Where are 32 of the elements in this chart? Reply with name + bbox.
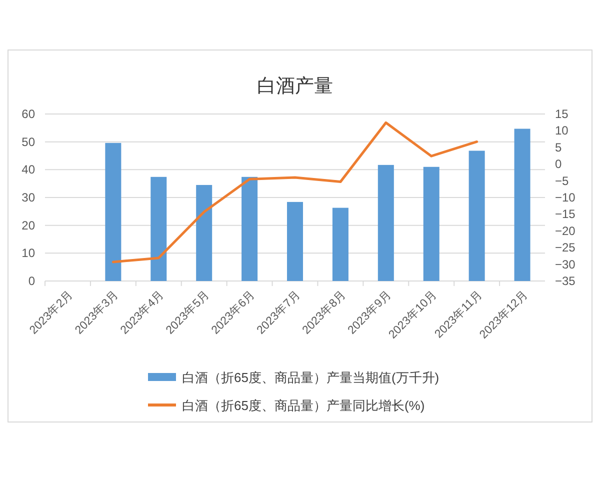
bar xyxy=(514,128,530,281)
bar xyxy=(242,176,258,281)
y2-tick-label: −25 xyxy=(555,240,576,255)
bar xyxy=(423,166,440,281)
bar xyxy=(150,176,167,281)
y-tick-label: 20 xyxy=(22,218,36,232)
y-tick-label: 10 xyxy=(22,246,36,260)
bar xyxy=(378,164,394,281)
y-tick-label: 40 xyxy=(22,162,36,177)
y2-tick-label: 10 xyxy=(555,124,569,138)
y2-tick-label: −30 xyxy=(555,257,576,272)
y-tick-label: 0 xyxy=(28,274,36,288)
y2-tick-label: 5 xyxy=(555,140,562,154)
y2-tick-label: −5 xyxy=(555,174,570,188)
y-tick-label: 30 xyxy=(22,190,36,204)
y2-tick-label: −15 xyxy=(555,207,576,222)
y2-tick-label: 15 xyxy=(555,107,569,121)
bar xyxy=(332,208,348,281)
bar xyxy=(105,142,122,281)
y-tick-label: 50 xyxy=(22,134,36,149)
bar xyxy=(287,202,303,281)
legend-label: 白酒（折65度、商品量）产量同比增长(%) xyxy=(182,398,425,413)
bar xyxy=(468,150,485,281)
y2-tick-label: −35 xyxy=(555,274,576,288)
y2-tick-label: −10 xyxy=(555,190,576,204)
line-series xyxy=(112,121,478,264)
y2-tick-label: 0 xyxy=(555,157,562,172)
y-tick-label: 60 xyxy=(22,107,36,121)
chart-title: 白酒产量 xyxy=(257,76,333,97)
legend-label: 白酒（折65度、商品量）产量当期值(万千升) xyxy=(182,370,440,385)
bar xyxy=(196,184,212,281)
y2-tick-label: −20 xyxy=(555,224,576,238)
